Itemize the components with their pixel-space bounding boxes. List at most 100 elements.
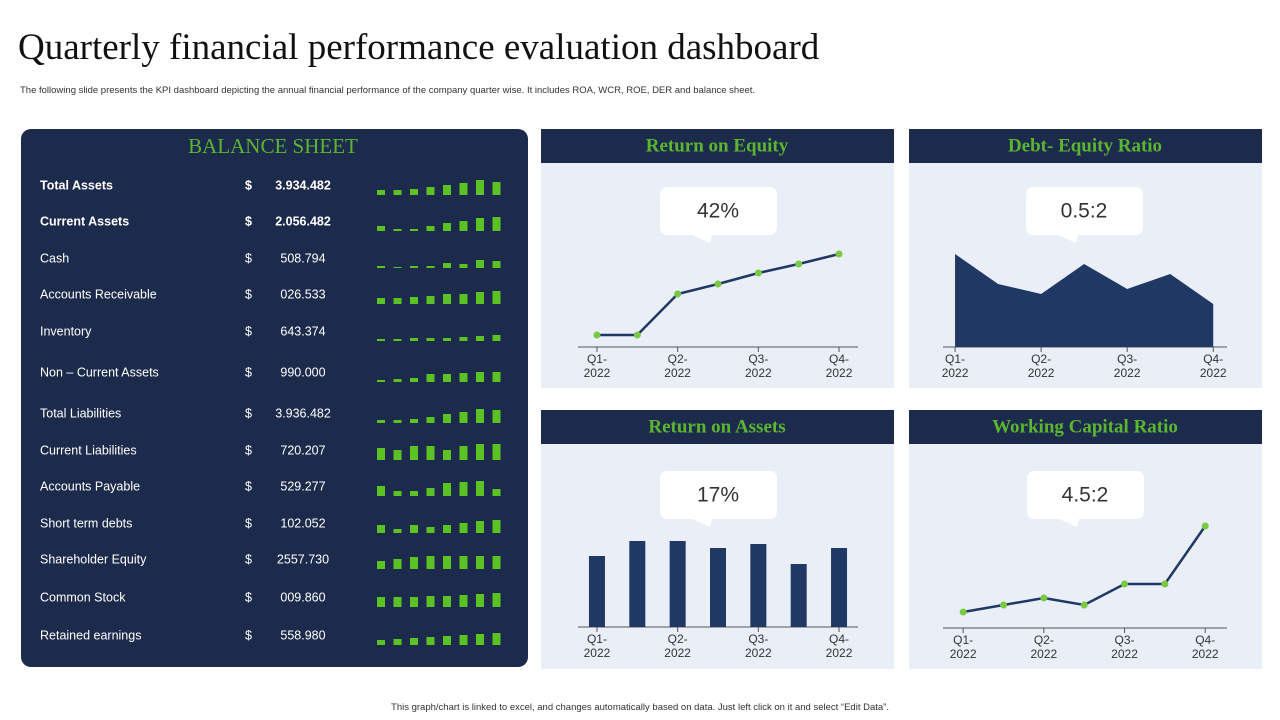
row-label: Accounts Receivable — [40, 287, 157, 301]
panel-header — [541, 129, 894, 163]
spark-bar — [476, 292, 484, 304]
row-currency: $ — [245, 552, 252, 566]
spark-bar — [443, 483, 451, 496]
callout-value: 42% — [697, 200, 739, 223]
spark-bar — [476, 372, 484, 382]
spark-bar — [393, 450, 402, 460]
spark-bar — [377, 380, 385, 382]
panel-body — [541, 129, 894, 388]
spark-bar — [410, 338, 418, 341]
panel-title: Working Capital Ratio — [992, 416, 1178, 437]
row-label: Inventory — [40, 324, 92, 338]
spark-bar — [377, 597, 385, 607]
marker — [714, 280, 722, 288]
spark-bar — [443, 525, 451, 533]
row-value: 529.277 — [280, 479, 325, 493]
spark-bar — [459, 595, 468, 607]
panel-title: Debt- Equity Ratio — [1008, 135, 1162, 156]
marker — [959, 608, 967, 616]
callout — [1027, 471, 1144, 527]
spark-bar — [459, 221, 468, 231]
row-value: 3.934.482 — [275, 178, 331, 192]
spark-bar — [476, 594, 484, 607]
spark-bar — [393, 379, 402, 382]
spark-bar — [443, 338, 451, 341]
row-value: 2557.730 — [277, 552, 329, 566]
spark-bar — [393, 229, 402, 231]
spark-bar — [443, 263, 451, 268]
spark-bar — [459, 373, 468, 382]
spark-bar — [410, 378, 418, 382]
row-label: Common Stock — [40, 590, 126, 604]
spark-bar — [377, 486, 385, 496]
spark-bar — [476, 521, 484, 533]
spark-bar — [492, 489, 501, 496]
marker — [1080, 601, 1088, 609]
row-value: 558.980 — [280, 628, 325, 642]
spark-bar — [426, 556, 435, 569]
row-value: 102.052 — [280, 516, 325, 530]
row-currency: $ — [245, 406, 252, 420]
row-value: 026.533 — [280, 287, 325, 301]
bar — [831, 548, 848, 627]
callout-value: 4.5:2 — [1062, 484, 1109, 507]
spark-bar — [492, 217, 501, 231]
x-tick-label: Q2-2022 — [1027, 352, 1055, 380]
bar — [790, 564, 807, 627]
spark-bar — [476, 556, 484, 569]
spark-bar — [410, 597, 418, 607]
row-value: 643.374 — [280, 324, 325, 338]
spark-bar — [459, 264, 468, 268]
marker — [795, 260, 803, 268]
spark-bar — [459, 482, 468, 496]
spark-bar — [393, 190, 402, 195]
row-label: Retained earnings — [40, 628, 141, 642]
spark-bar — [410, 638, 418, 645]
spark-bar — [426, 374, 435, 382]
row-label: Total Assets — [40, 178, 113, 192]
spark-bar — [410, 189, 418, 195]
bar — [669, 541, 686, 627]
spark-bar — [377, 420, 385, 423]
spark-bar — [377, 448, 385, 460]
row-label: Shareholder Equity — [40, 552, 147, 566]
x-tick-label: Q3-2022 — [744, 352, 772, 380]
x-tick-label: Q1-2022 — [949, 633, 977, 661]
spark-bar — [410, 446, 418, 460]
callout — [1026, 187, 1143, 243]
row-label: Short term debts — [40, 516, 132, 530]
panel-body — [909, 410, 1262, 669]
spark-bar — [459, 446, 468, 460]
spark-bar — [476, 634, 484, 645]
spark-bar — [443, 450, 451, 460]
x-tick-label: Q3-2022 — [744, 632, 772, 660]
spark-bar — [426, 338, 435, 341]
row-currency: $ — [245, 516, 252, 530]
row-value: 720.207 — [280, 443, 325, 457]
spark-bar — [492, 410, 501, 423]
spark-bar — [492, 291, 501, 304]
spark-bar — [426, 417, 435, 423]
row-value: 508.794 — [280, 251, 325, 265]
spark-bar — [377, 298, 385, 304]
spark-bar — [377, 339, 385, 341]
x-tick-label: Q4-2022 — [825, 352, 853, 380]
spark-bar — [393, 491, 402, 496]
row-value: 990.000 — [280, 365, 325, 379]
spark-bar — [393, 267, 402, 268]
subtitle: The following slide presents the KPI das… — [20, 85, 756, 96]
row-label: Non – Current Assets — [40, 365, 159, 379]
spark-bar — [426, 187, 435, 195]
spark-bar — [393, 339, 402, 341]
row-currency: $ — [245, 479, 252, 493]
row-currency: $ — [245, 178, 252, 192]
row-currency: $ — [245, 590, 252, 604]
spark-bar — [426, 226, 435, 231]
spark-bar — [459, 337, 468, 341]
marker — [674, 290, 682, 298]
row-label: Current Assets — [40, 214, 129, 228]
spark-bar — [443, 414, 451, 423]
spark-bar — [410, 419, 418, 423]
callout-value: 0.5:2 — [1061, 200, 1108, 223]
